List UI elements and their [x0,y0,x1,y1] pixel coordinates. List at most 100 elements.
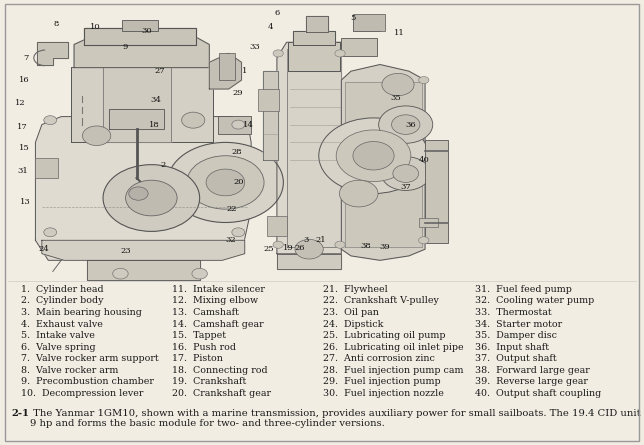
Text: 25.  Lubricating oil pump: 25. Lubricating oil pump [323,331,446,340]
Text: 28: 28 [232,148,242,156]
Text: 14: 14 [243,121,253,129]
Circle shape [419,237,429,244]
Text: 16: 16 [19,76,30,84]
Text: 39: 39 [380,243,390,251]
Polygon shape [109,109,164,129]
Text: 36.  Input shaft: 36. Input shaft [475,343,549,352]
Text: 5.  Intake valve: 5. Intake valve [21,331,95,340]
Circle shape [353,142,394,170]
Text: 23.  Oil pan: 23. Oil pan [323,308,379,317]
Circle shape [381,157,430,190]
Polygon shape [293,31,335,44]
Text: 20.  Crankshaft gear: 20. Crankshaft gear [172,389,271,398]
Text: 15: 15 [19,144,30,152]
Text: 21.  Flywheel: 21. Flywheel [323,285,388,294]
Text: 38.  Forward large gear: 38. Forward large gear [475,366,589,375]
Text: 39.  Reverse large gear: 39. Reverse large gear [475,377,587,386]
Polygon shape [37,42,68,65]
Bar [35,158,58,178]
Polygon shape [87,260,200,280]
Circle shape [82,126,111,146]
Text: 26.  Lubricating oil inlet pipe: 26. Lubricating oil inlet pipe [323,343,464,352]
Circle shape [113,268,128,279]
Text: 7: 7 [23,54,28,62]
Text: 14.  Camshaft gear: 14. Camshaft gear [172,320,263,328]
Text: 38: 38 [361,242,371,250]
Text: 13: 13 [21,198,31,206]
Bar [6,7,638,283]
Text: 3: 3 [303,236,308,244]
Text: 1: 1 [242,67,247,75]
Circle shape [232,228,245,237]
Text: 22: 22 [227,205,237,213]
Text: 28.  Fuel injection pump cam: 28. Fuel injection pump cam [323,366,464,375]
Bar [122,20,158,31]
Text: 22.  Crankshaft V-pulley: 22. Crankshaft V-pulley [323,296,439,305]
Text: 1.  Cylinder head: 1. Cylinder head [21,285,103,294]
Text: 33.  Thermostat: 33. Thermostat [475,308,551,317]
Circle shape [129,187,148,200]
Text: 29.  Fuel injection pump: 29. Fuel injection pump [323,377,441,386]
Text: 17: 17 [17,123,28,131]
Circle shape [295,239,323,259]
Circle shape [273,50,283,57]
Polygon shape [287,49,341,247]
Text: 25: 25 [264,245,274,253]
Text: 33: 33 [249,43,260,51]
Text: 6.  Valve spring: 6. Valve spring [21,343,95,352]
Text: 24: 24 [39,245,49,253]
Circle shape [103,165,200,231]
Text: 7.  Valve rocker arm support: 7. Valve rocker arm support [21,354,158,363]
Text: 18.  Connecting rod: 18. Connecting rod [172,366,267,375]
Polygon shape [277,254,341,269]
Circle shape [167,142,283,222]
Text: 8.  Valve rocker arm: 8. Valve rocker arm [21,366,118,375]
Polygon shape [103,67,171,142]
Text: 30.  Fuel injection nozzle: 30. Fuel injection nozzle [323,389,444,398]
Text: 37: 37 [401,183,411,191]
Polygon shape [84,28,196,45]
Bar [341,38,377,56]
Circle shape [335,50,345,57]
Circle shape [273,241,283,248]
Polygon shape [42,240,245,260]
Text: 36: 36 [406,121,416,129]
Text: 3.  Main bearing housing: 3. Main bearing housing [21,308,142,317]
Polygon shape [71,67,213,142]
Text: 18: 18 [149,121,160,129]
Text: 32.  Cooling water pump: 32. Cooling water pump [475,296,594,305]
Text: 9: 9 [123,43,128,51]
Text: 40.  Output shaft coupling: 40. Output shaft coupling [475,389,601,398]
Circle shape [336,130,411,182]
Text: 2-1: 2-1 [12,409,30,417]
Text: 8: 8 [54,20,59,28]
Polygon shape [74,36,209,68]
Circle shape [382,73,414,96]
Polygon shape [288,42,340,71]
Circle shape [182,112,205,128]
Circle shape [206,169,245,196]
Text: 29: 29 [233,89,243,97]
Text: 10: 10 [90,23,100,31]
Text: 32: 32 [225,236,236,244]
Bar [425,140,448,243]
Text: 35: 35 [391,94,401,102]
Text: 17.  Piston: 17. Piston [172,354,223,363]
Bar [219,53,235,80]
Text: 24.  Dipstick: 24. Dipstick [323,320,384,328]
Text: 2.  Cylinder body: 2. Cylinder body [21,296,103,305]
Text: 31: 31 [18,167,28,175]
Polygon shape [345,82,422,247]
Circle shape [44,116,57,125]
Text: 11: 11 [394,29,404,37]
Text: 12: 12 [15,99,26,107]
Polygon shape [306,16,328,32]
Text: 30: 30 [142,27,152,35]
Polygon shape [341,65,425,260]
Text: 20: 20 [233,178,243,186]
Text: 19.  Crankshaft: 19. Crankshaft [172,377,246,386]
Text: 9.  Precombustion chamber: 9. Precombustion chamber [21,377,153,386]
Circle shape [393,165,419,182]
Bar [419,218,438,227]
Text: 11.  Intake silencer: 11. Intake silencer [172,285,265,294]
